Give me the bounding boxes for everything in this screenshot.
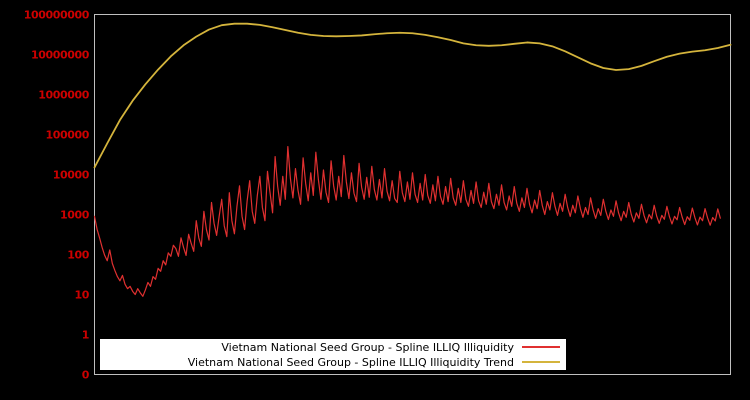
series-layer [93, 22, 732, 297]
y-axis-tick-label: 0 [81, 368, 90, 381]
y-axis-tick-label: 100 [67, 248, 89, 261]
legend-color-swatch [522, 361, 560, 363]
y-axis-tick-label: 100000 [45, 128, 89, 141]
y-axis-tick-label: 1000000 [38, 88, 89, 101]
y-axis-tick-label: 100000000 [23, 8, 90, 21]
y-axis-tick-labels: 0 1 10 100 1000 10000 100000 1000000 10000000 100… [0, 0, 90, 400]
y-axis-tick-label: 1000 [59, 208, 89, 221]
y-axis-tick-label: 10000 [52, 168, 90, 181]
legend-entry-label: Vietnam National Seed Group - Spline ILL… [221, 340, 514, 354]
y-axis-tick-label: 10000000 [30, 48, 89, 61]
y-axis-tick-label: 10 [74, 288, 89, 301]
y-axis-tick-label: 1 [81, 328, 90, 341]
legend-entry[interactable]: Vietnam National Seed Group - Spline ILL… [100, 355, 560, 370]
legend-color-swatch [522, 346, 560, 348]
legend-entry[interactable]: Vietnam National Seed Group - Spline ILL… [100, 340, 560, 355]
series-line-0 [93, 145, 721, 297]
series-line-1 [93, 22, 732, 169]
chart-legend[interactable]: Vietnam National Seed Group - Spline ILL… [99, 338, 567, 371]
legend-entry-label: Vietnam National Seed Group - Spline ILL… [187, 355, 514, 369]
plot-area-frame [94, 14, 731, 375]
